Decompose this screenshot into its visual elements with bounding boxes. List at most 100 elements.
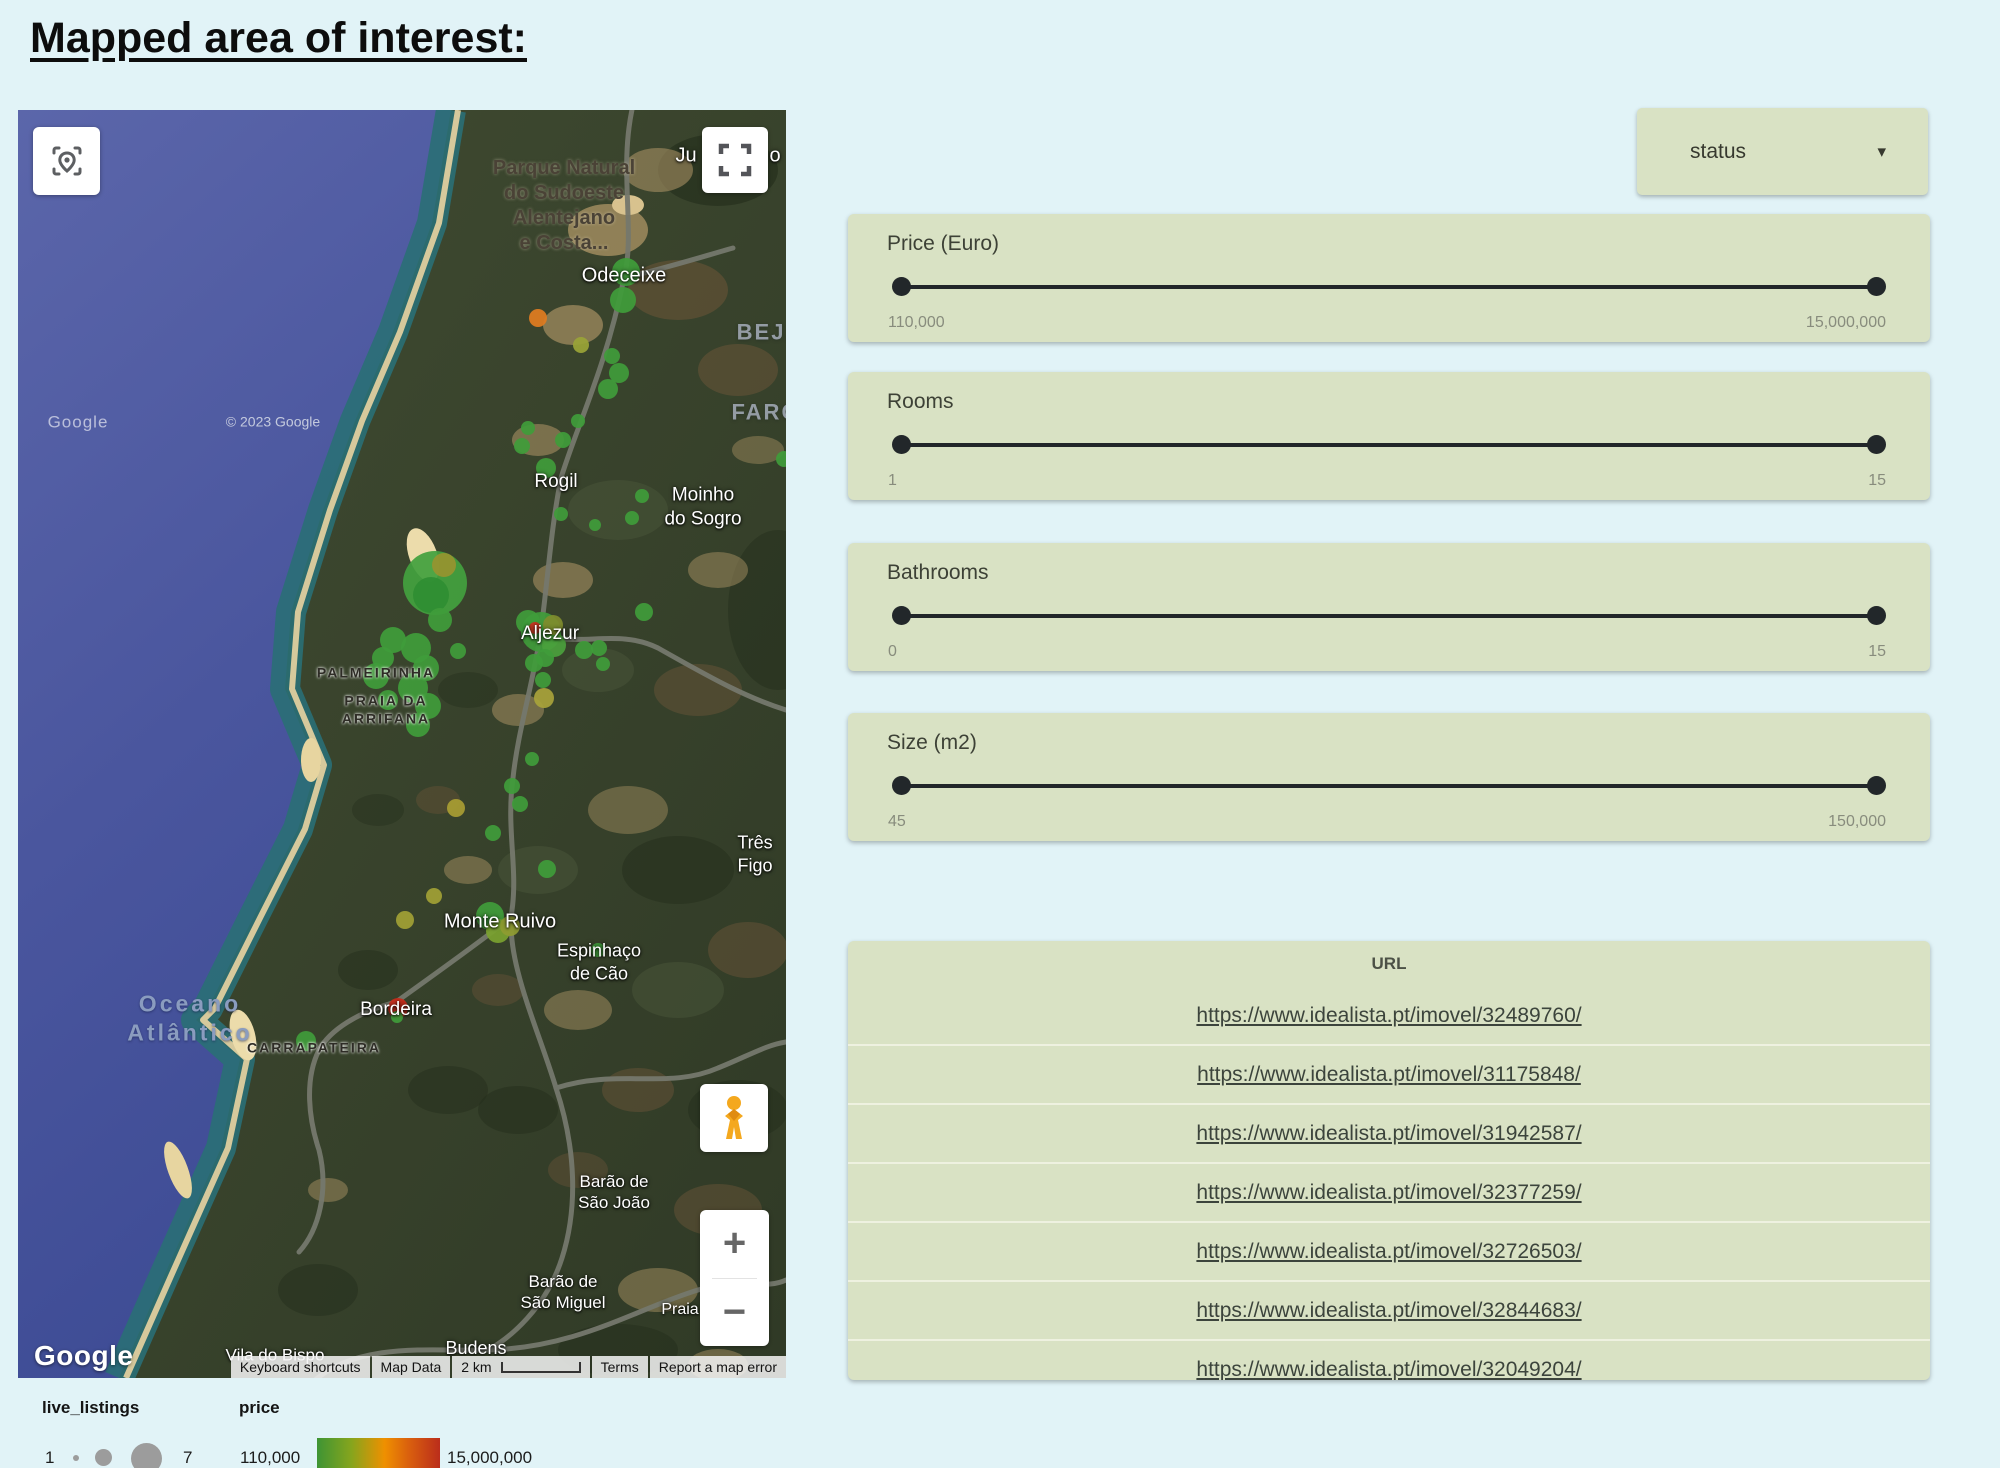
map-dot[interactable] (296, 1031, 316, 1051)
google-logo[interactable]: Google (34, 1340, 134, 1371)
map-dot[interactable] (428, 608, 452, 632)
select-area-pin-icon (52, 146, 81, 176)
fullscreen-button[interactable] (702, 127, 768, 193)
map-dot[interactable] (514, 438, 530, 454)
map-dot[interactable] (485, 825, 501, 841)
price-slider-title: Price (Euro) (887, 232, 1000, 255)
map-dot[interactable] (536, 458, 556, 478)
map-dot[interactable] (391, 1011, 403, 1023)
url-link[interactable]: https://www.idealista.pt/imovel/31942587… (1196, 1121, 1582, 1145)
size-slider-track[interactable] (892, 776, 1886, 796)
bathrooms-slider-title: Bathrooms (887, 561, 989, 584)
legend-color-gradient (317, 1438, 440, 1468)
map-dot[interactable] (500, 916, 520, 936)
map-dot[interactable] (612, 258, 640, 286)
select-area-button[interactable] (33, 127, 100, 195)
map-dot[interactable] (535, 672, 551, 688)
map-dot[interactable] (589, 519, 601, 531)
legend-size-max: 7 (183, 1448, 193, 1467)
zoom-in-button[interactable]: + (722, 1221, 747, 1266)
map-dot[interactable] (512, 796, 528, 812)
map-dot[interactable] (625, 511, 639, 525)
map-dot[interactable] (447, 799, 465, 817)
legend-color-title: price (239, 1398, 280, 1417)
url-table-row: https://www.idealista.pt/imovel/31175848… (848, 1044, 1930, 1103)
map-dot[interactable] (604, 348, 620, 364)
map-dot[interactable] (525, 654, 543, 672)
price-slider-min-handle[interactable] (892, 277, 911, 296)
map-dot[interactable] (534, 688, 554, 708)
map-dot[interactable] (609, 363, 629, 383)
map-dot[interactable] (575, 641, 593, 659)
url-table-row: https://www.idealista.pt/imovel/32377259… (848, 1162, 1930, 1221)
rooms-slider-track[interactable] (892, 435, 1886, 455)
price-slider-track[interactable] (892, 277, 1886, 297)
map-dot[interactable] (591, 640, 607, 656)
bathrooms-slider-min-handle[interactable] (892, 606, 911, 625)
url-table-row: https://www.idealista.pt/imovel/31942587… (848, 1103, 1930, 1162)
map-dot[interactable] (406, 713, 430, 737)
map-dot[interactable] (504, 778, 520, 794)
map-dot[interactable] (776, 451, 786, 467)
url-link[interactable]: https://www.idealista.pt/imovel/32489760… (1196, 1003, 1582, 1027)
map-dot[interactable] (529, 622, 541, 634)
map-dot[interactable] (378, 690, 398, 710)
url-table: URL https://www.idealista.pt/imovel/3248… (848, 941, 1930, 1380)
map-dot[interactable] (543, 615, 563, 635)
zoom-divider (712, 1277, 757, 1279)
url-link[interactable]: https://www.idealista.pt/imovel/32726503… (1196, 1239, 1582, 1263)
status-dropdown[interactable]: status ▾ (1637, 108, 1928, 195)
url-link[interactable]: https://www.idealista.pt/imovel/32049204… (1196, 1357, 1582, 1381)
keyboard-shortcuts-link[interactable]: Keyboard shortcuts (230, 1356, 370, 1378)
map-data-link[interactable]: Map Data (371, 1356, 451, 1378)
url-link[interactable]: https://www.idealista.pt/imovel/31175848… (1197, 1062, 1581, 1086)
scale-control: 2 km (452, 1356, 590, 1378)
map-dot[interactable] (525, 752, 539, 766)
map-dot[interactable] (555, 432, 571, 448)
map-dot[interactable] (450, 643, 466, 659)
map-dot[interactable] (635, 489, 649, 503)
rooms-slider-max-handle[interactable] (1867, 435, 1886, 454)
map-dot[interactable] (635, 603, 653, 621)
map-dot[interactable] (610, 287, 636, 313)
rooms-slider-line (895, 443, 1883, 447)
map-dot[interactable] (571, 414, 585, 428)
map-dot[interactable] (596, 657, 610, 671)
map-dot[interactable] (591, 943, 605, 957)
rooms-slider-max-label: 15 (1868, 472, 1886, 489)
rooms-slider-min-handle[interactable] (892, 435, 911, 454)
map-dot[interactable] (521, 421, 535, 435)
bathrooms-slider-max-label: 15 (1868, 643, 1886, 660)
map-dot[interactable] (554, 507, 568, 521)
url-link[interactable]: https://www.idealista.pt/imovel/32377259… (1196, 1180, 1582, 1204)
pegman-button[interactable] (700, 1084, 768, 1152)
url-table-row: https://www.idealista.pt/imovel/32844683… (848, 1280, 1930, 1339)
map-dot[interactable] (396, 911, 414, 929)
bathrooms-slider-max-handle[interactable] (1867, 606, 1886, 625)
bathrooms-slider-track[interactable] (892, 606, 1886, 626)
map-dot[interactable] (413, 577, 449, 613)
map[interactable]: Parque Natural do Sudoeste Alentejano e … (18, 110, 786, 1378)
size-slider-title: Size (m2) (887, 731, 977, 754)
legend-size-dot-large (131, 1443, 162, 1468)
size-slider-min-handle[interactable] (892, 776, 911, 795)
url-link[interactable]: https://www.idealista.pt/imovel/32844683… (1196, 1298, 1582, 1322)
map-dot[interactable] (598, 379, 618, 399)
url-table-row: https://www.idealista.pt/imovel/32726503… (848, 1221, 1930, 1280)
map-dot[interactable] (363, 663, 389, 689)
page-title: Mapped area of interest: (30, 14, 527, 62)
report-map-error-link[interactable]: Report a map error (649, 1356, 786, 1378)
zoom-out-button[interactable]: − (722, 1289, 747, 1334)
size-slider-max-handle[interactable] (1867, 776, 1886, 795)
pegman-icon (725, 1096, 743, 1139)
map-dot[interactable] (529, 309, 547, 327)
rooms-slider-min-label: 1 (888, 472, 897, 489)
map-dot[interactable] (538, 860, 556, 878)
url-table-header: URL (1371, 954, 1407, 973)
map-dot[interactable] (573, 337, 589, 353)
legend-size-dot-medium (95, 1449, 112, 1466)
map-dot[interactable] (432, 553, 456, 577)
map-dot[interactable] (426, 888, 442, 904)
terms-link[interactable]: Terms (591, 1356, 648, 1378)
price-slider-max-handle[interactable] (1867, 277, 1886, 296)
